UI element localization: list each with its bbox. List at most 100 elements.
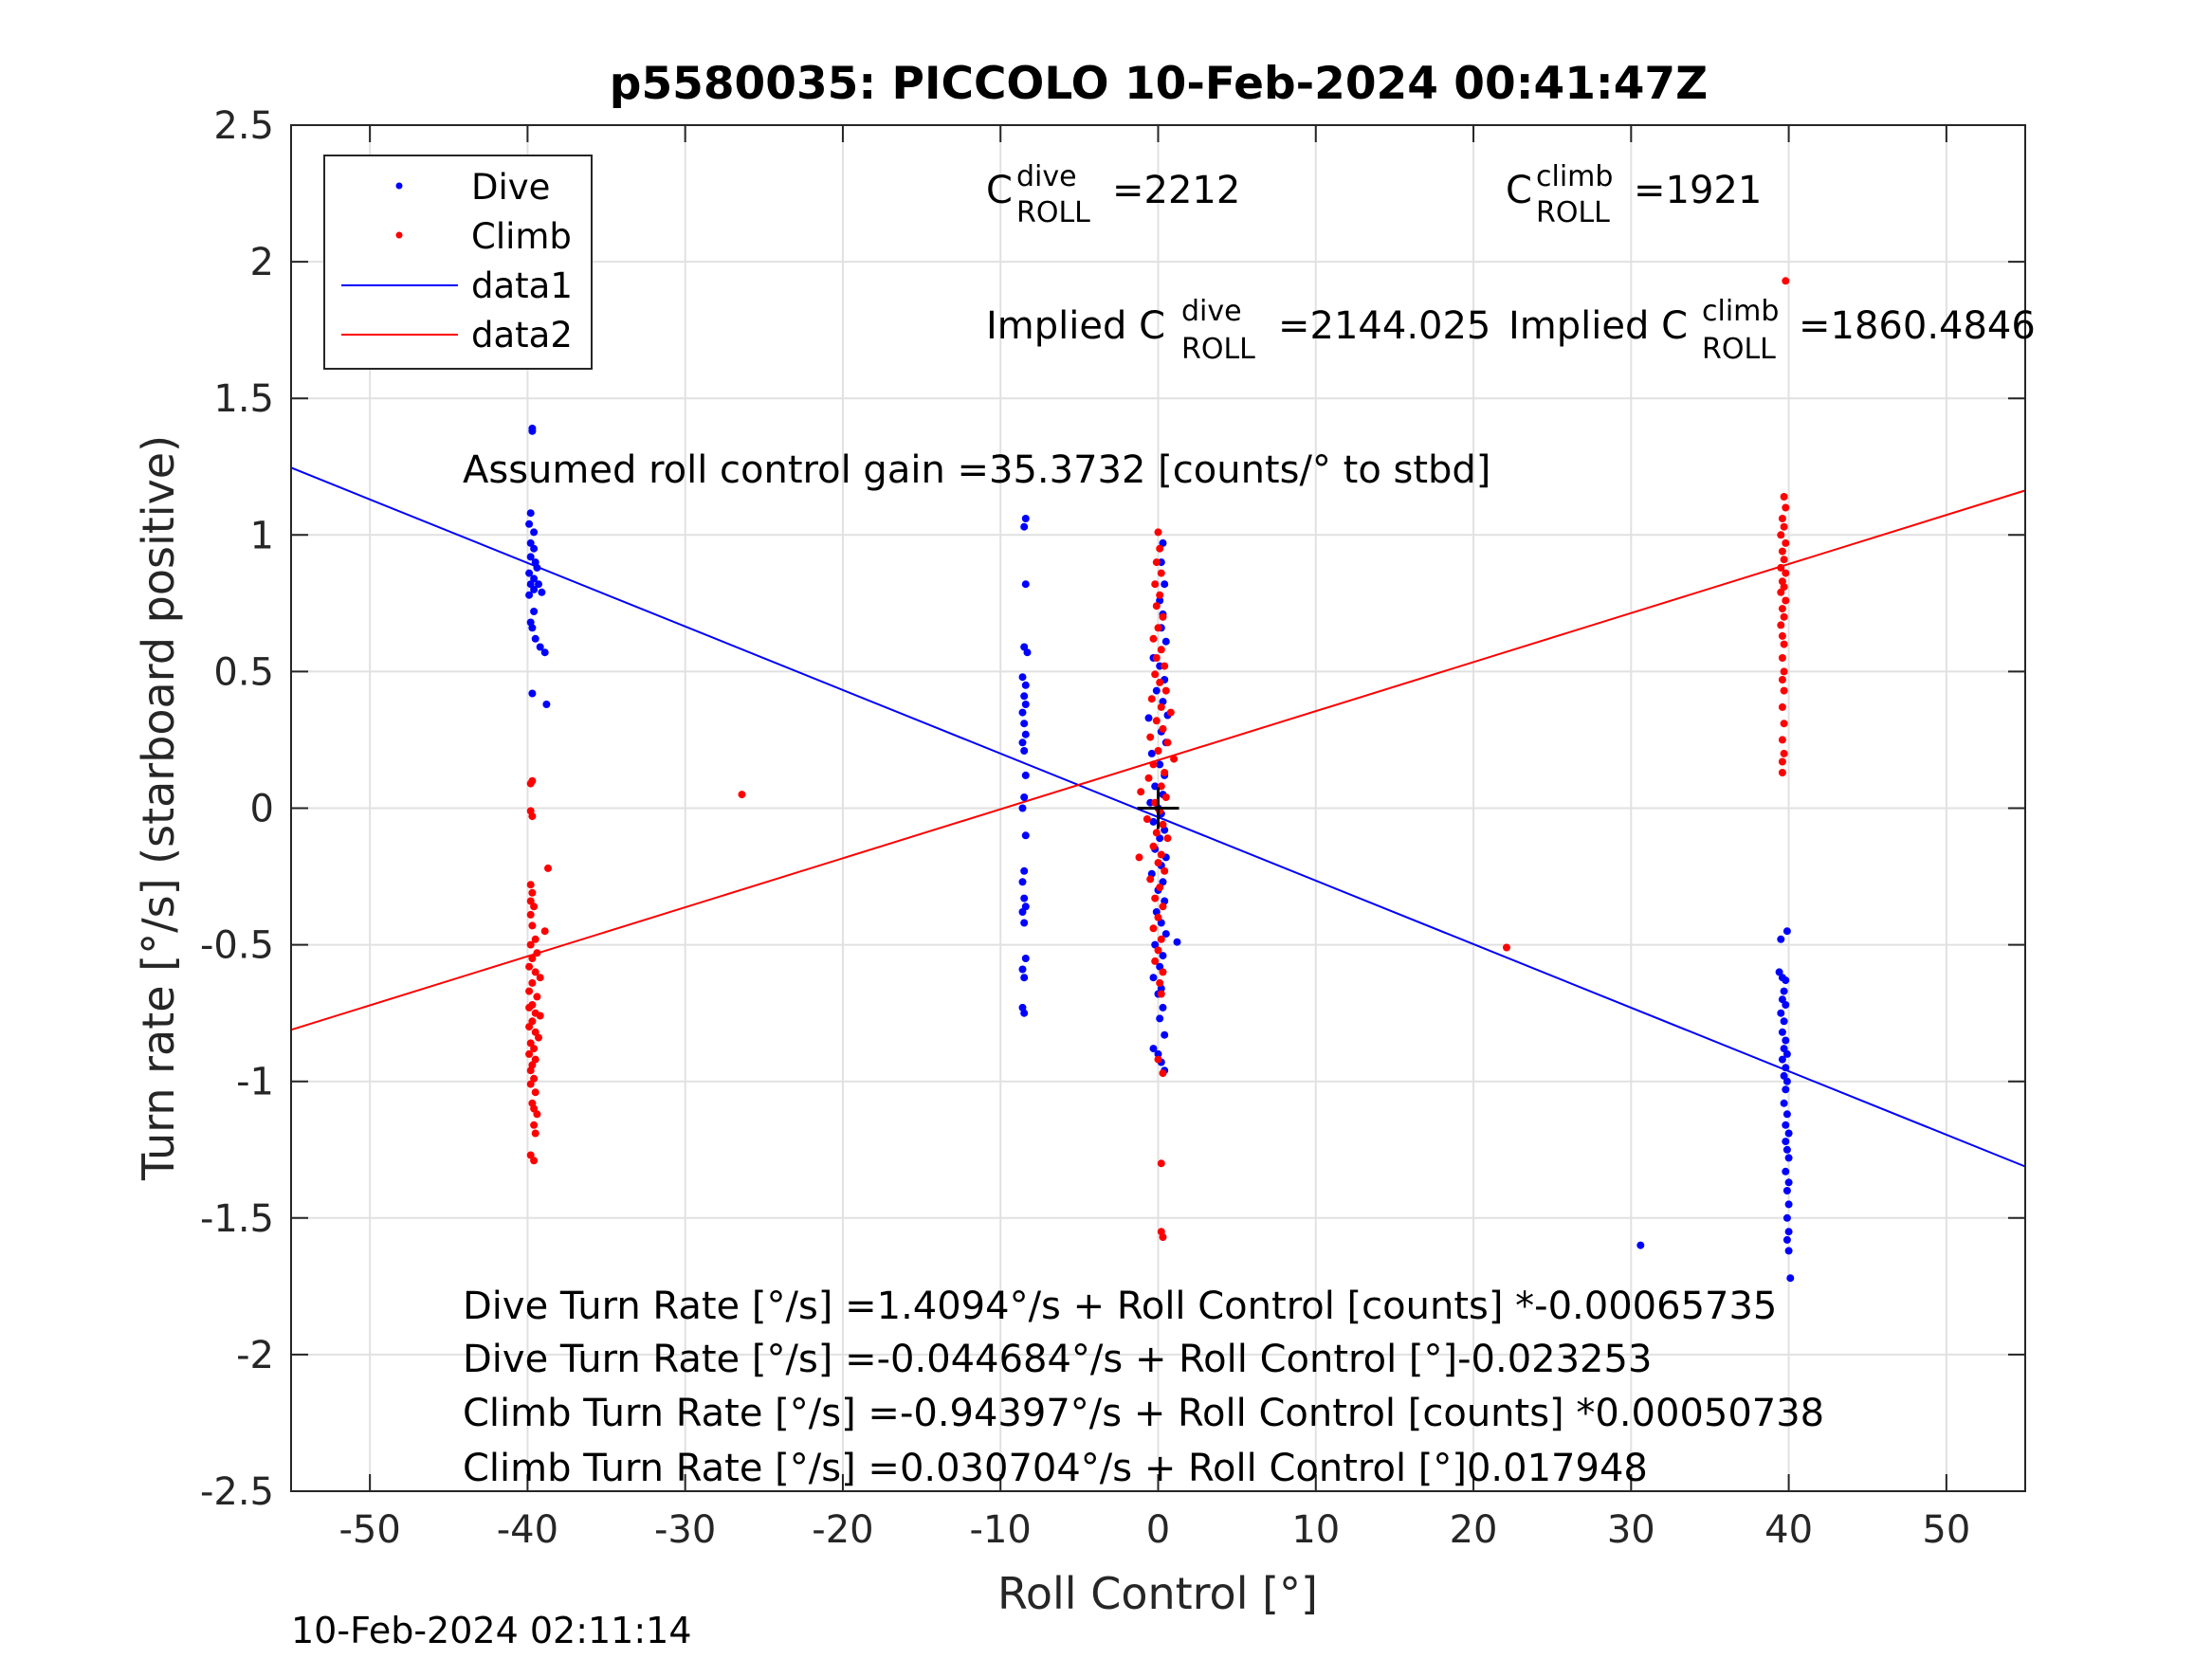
legend-data2-label: data2 — [471, 315, 573, 356]
climb-point — [525, 962, 534, 971]
dive-point — [1018, 673, 1027, 682]
climb-point — [528, 888, 537, 897]
dive-point — [1020, 747, 1029, 755]
y-tick-label: -2.5 — [200, 1470, 274, 1514]
dive-point — [1782, 1077, 1791, 1085]
climb-point — [1159, 612, 1167, 621]
y-tick-label: -1 — [236, 1061, 274, 1104]
dive-point — [525, 591, 534, 599]
climb-point — [1147, 695, 1156, 703]
dive-point — [530, 585, 539, 593]
dive-point — [1775, 968, 1783, 976]
x-tick-label: -20 — [812, 1508, 873, 1552]
climb-point — [1778, 769, 1786, 776]
dive-point — [1161, 580, 1169, 589]
dive-point — [1782, 1121, 1790, 1129]
fit-line-4: Climb Turn Rate [°/s] =0.030704°/s + Rol… — [463, 1447, 1648, 1490]
dive-point — [1161, 637, 1170, 646]
dive-point — [1020, 720, 1029, 728]
x-tick-label: 40 — [1764, 1508, 1813, 1552]
climb-point — [1144, 774, 1153, 782]
climb-point — [1777, 588, 1785, 596]
dive-point — [1018, 908, 1027, 916]
climb-point — [1157, 990, 1165, 998]
c-dive-value: =2212 — [1112, 169, 1240, 212]
dive-point — [1782, 1049, 1791, 1058]
c-roll-climb-annotation: C climb ROLL =1921 — [1506, 160, 1762, 229]
climb-point — [1157, 646, 1165, 654]
origin-marker — [1137, 787, 1179, 830]
climb-point — [1159, 724, 1167, 733]
legend-dive-marker — [395, 182, 403, 190]
dive-point — [1021, 831, 1030, 840]
climb-point — [533, 949, 541, 957]
x-tick-label: 10 — [1291, 1508, 1340, 1552]
dive-point — [1780, 1071, 1788, 1080]
climb-point — [528, 1017, 537, 1026]
dive-point — [1159, 952, 1167, 960]
dive-point — [1149, 974, 1158, 982]
dive-point — [525, 520, 534, 528]
climb-point — [531, 935, 539, 943]
climb-point — [1777, 531, 1785, 539]
dive-point — [525, 569, 534, 577]
climb-point — [1782, 569, 1790, 577]
dive-point — [1782, 1167, 1790, 1176]
y-axis-label: Turn rate [°/s] (starboard positive) — [133, 435, 184, 1181]
climb-point — [1156, 678, 1164, 686]
climb-point — [1778, 631, 1786, 640]
climb-point — [525, 1049, 534, 1058]
dive-point — [1782, 976, 1790, 985]
dive-point — [1159, 878, 1167, 886]
dive-point — [1784, 1200, 1793, 1209]
implied-c-roll-climb-annotation: Implied C climb ROLL =1860.4846 — [1508, 295, 2036, 366]
climb-point — [1151, 894, 1160, 902]
climb-point — [1143, 815, 1151, 823]
scatter-points — [525, 277, 1795, 1283]
dive-point — [528, 689, 537, 698]
climb-point — [1156, 884, 1164, 892]
climb-point — [1159, 1069, 1167, 1078]
climb-point — [1146, 875, 1155, 884]
climb-point — [1151, 580, 1160, 589]
dive-point — [1021, 681, 1030, 689]
dive-point — [1782, 1001, 1790, 1009]
dive-point — [1018, 965, 1027, 974]
climb-point — [1780, 686, 1788, 695]
climb-point — [1159, 968, 1167, 976]
implied-dive-prefix: Implied C — [986, 304, 1165, 348]
dive-point — [1777, 1009, 1785, 1017]
implied-dive-super: dive — [1181, 295, 1242, 328]
dive-point — [1149, 1045, 1158, 1053]
dive-point — [1161, 1030, 1169, 1039]
dive-point — [1786, 1274, 1795, 1283]
climb-point — [530, 902, 539, 911]
dive-point — [1018, 708, 1027, 717]
implied-dive-sub: ROLL — [1181, 333, 1255, 366]
climb-point — [1778, 676, 1786, 684]
dive-point — [1161, 930, 1170, 939]
climb-point — [1503, 943, 1510, 952]
y-tick-label: 2.5 — [213, 104, 274, 148]
legend-climb-marker — [395, 231, 403, 239]
gain-annotation: Assumed roll control gain =35.3732 [coun… — [463, 448, 1490, 492]
fit-line-2: Dive Turn Rate [°/s] =-0.044684°/s + Rol… — [463, 1338, 1652, 1381]
dive-point — [1020, 1009, 1029, 1017]
dive-point — [531, 634, 539, 643]
climb-point — [1152, 717, 1161, 725]
x-tick-label: 20 — [1450, 1508, 1498, 1552]
dive-point — [540, 648, 549, 657]
climb-point — [525, 1023, 534, 1031]
fit-line-1: Dive Turn Rate [°/s] =1.4094°/s + Roll C… — [463, 1285, 1777, 1328]
legend-climb-label: Climb — [471, 216, 572, 257]
climb-point — [536, 1012, 544, 1020]
climb-point — [1161, 793, 1170, 801]
climb-point — [1156, 978, 1164, 987]
climb-point — [1157, 569, 1165, 577]
dive-point — [1778, 1028, 1786, 1036]
climb-point — [528, 921, 537, 930]
climb-point — [1152, 829, 1161, 837]
c-climb-label: C — [1506, 169, 1532, 212]
dive-point — [1778, 995, 1786, 1004]
